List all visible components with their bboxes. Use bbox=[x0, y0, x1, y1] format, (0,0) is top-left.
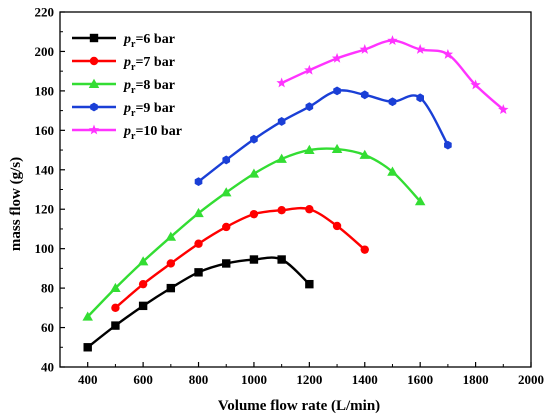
y-tick-label: 80 bbox=[41, 281, 54, 296]
y-tick-label: 160 bbox=[35, 123, 55, 138]
y-axis-title: mass flow (g/s) bbox=[8, 157, 24, 251]
data-point bbox=[414, 196, 426, 206]
data-point bbox=[194, 177, 203, 187]
legend-marker bbox=[88, 124, 100, 135]
legend-marker bbox=[89, 33, 99, 43]
legend-label: pr=10 bar bbox=[123, 124, 182, 142]
x-tick-label: 1600 bbox=[407, 372, 433, 387]
x-tick-label: 800 bbox=[189, 372, 209, 387]
x-tick-label: 1400 bbox=[352, 372, 378, 387]
data-point bbox=[360, 90, 369, 100]
legend-item: pr=7 bar bbox=[72, 55, 175, 73]
legend: pr=6 bar pr=7 bar pr=8 bar pr=9 bar pr=10 ba… bbox=[72, 32, 182, 142]
x-tick-label: 400 bbox=[78, 372, 98, 387]
data-point bbox=[331, 143, 343, 154]
series-5 bbox=[276, 35, 509, 115]
legend-item: pr=8 bar bbox=[72, 78, 175, 96]
data-point bbox=[166, 283, 176, 293]
data-point bbox=[166, 259, 176, 268]
y-tick-label: 220 bbox=[35, 5, 55, 20]
data-point bbox=[249, 209, 259, 219]
data-point bbox=[194, 268, 203, 277]
data-point bbox=[83, 343, 92, 352]
data-point bbox=[277, 255, 286, 264]
data-point bbox=[444, 140, 452, 150]
series-3 bbox=[82, 143, 426, 321]
series-4 bbox=[194, 86, 452, 187]
data-point bbox=[194, 239, 203, 248]
data-point bbox=[111, 303, 120, 313]
data-point bbox=[333, 86, 341, 96]
data-point bbox=[359, 149, 371, 159]
data-point bbox=[82, 311, 93, 321]
legend-label: pr=7 bar bbox=[123, 55, 175, 73]
y-tick-label: 60 bbox=[41, 320, 54, 335]
series-1 bbox=[83, 255, 314, 352]
data-point bbox=[138, 301, 148, 311]
series-layer bbox=[82, 35, 509, 352]
data-point bbox=[137, 256, 149, 266]
data-point bbox=[305, 279, 314, 289]
legend-item: pr=10 bar bbox=[72, 124, 182, 142]
data-point bbox=[332, 221, 342, 231]
data-point bbox=[498, 104, 509, 115]
x-tick-label: 2000 bbox=[518, 372, 544, 387]
data-point bbox=[331, 52, 343, 63]
legend-label: pr=8 bar bbox=[123, 78, 175, 96]
y-tick-label: 140 bbox=[35, 162, 55, 177]
data-point bbox=[388, 97, 397, 107]
data-point bbox=[276, 153, 287, 163]
data-point bbox=[222, 259, 231, 268]
series-2 bbox=[111, 205, 369, 313]
data-point bbox=[304, 144, 315, 154]
y-tick-label: 120 bbox=[35, 202, 55, 217]
data-point bbox=[304, 64, 315, 75]
data-point bbox=[305, 205, 314, 214]
data-point bbox=[248, 168, 260, 178]
legend-item: pr=9 bar bbox=[72, 101, 175, 119]
data-point bbox=[359, 44, 370, 54]
data-point bbox=[110, 282, 121, 293]
data-point bbox=[416, 93, 424, 103]
legend-marker bbox=[89, 56, 99, 66]
data-point bbox=[442, 48, 454, 59]
x-tick-label: 600 bbox=[133, 372, 153, 387]
legend-marker bbox=[90, 102, 98, 112]
data-point bbox=[387, 166, 398, 176]
data-point bbox=[193, 207, 204, 218]
y-tick-label: 180 bbox=[35, 83, 55, 98]
data-point bbox=[414, 44, 426, 54]
data-point bbox=[138, 279, 148, 289]
x-tick-label: 1800 bbox=[463, 372, 489, 387]
legend-item: pr=6 bar bbox=[72, 32, 175, 50]
series-line bbox=[197, 89, 449, 183]
x-tick-label: 1200 bbox=[296, 372, 322, 387]
y-tick-label: 40 bbox=[41, 360, 54, 375]
y-tick-label: 200 bbox=[35, 44, 55, 59]
x-axis-title: Volume flow rate (L/min) bbox=[218, 398, 380, 414]
y-tick-label: 100 bbox=[35, 241, 55, 256]
data-point bbox=[387, 35, 398, 46]
data-point bbox=[276, 77, 287, 88]
data-point bbox=[220, 187, 232, 197]
data-point bbox=[111, 321, 120, 330]
data-point bbox=[250, 134, 258, 144]
data-point bbox=[305, 102, 314, 112]
legend-label: pr=9 bar bbox=[123, 101, 175, 119]
data-point bbox=[222, 155, 231, 165]
data-point bbox=[277, 117, 286, 126]
axes: 400 600 800 1000 1200 1400 1600 1800 2000 40 60 80 1… bbox=[35, 5, 545, 388]
data-point bbox=[165, 231, 177, 241]
legend-marker bbox=[88, 78, 100, 88]
data-point bbox=[277, 206, 286, 215]
data-point bbox=[470, 79, 481, 90]
series-line bbox=[114, 206, 366, 309]
legend-label: pr=6 bar bbox=[123, 32, 175, 50]
x-tick-label: 1000 bbox=[241, 372, 267, 387]
data-point bbox=[222, 222, 231, 232]
data-point bbox=[360, 245, 369, 254]
data-point bbox=[249, 255, 259, 264]
